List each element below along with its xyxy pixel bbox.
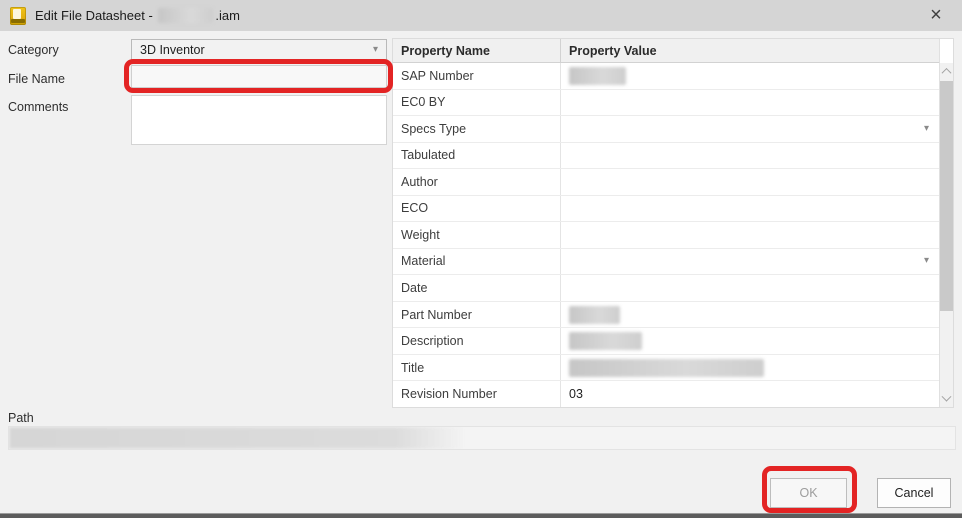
file-name-input[interactable] xyxy=(131,65,387,88)
table-row[interactable]: EC0 BY xyxy=(393,89,940,117)
category-dropdown[interactable]: 3D Inventor ▾ xyxy=(131,39,387,61)
property-value-cell[interactable] xyxy=(561,169,939,195)
property-value-text: 03 xyxy=(569,387,583,402)
comments-input[interactable] xyxy=(131,95,387,145)
dialog-title: Edit File Datasheet - .iam xyxy=(35,8,240,23)
table-row[interactable]: Weight xyxy=(393,222,940,249)
window-bottom-edge xyxy=(0,513,962,518)
chevron-down-icon: ▾ xyxy=(924,122,930,134)
property-table: Property Name Property Value SAP Number E… xyxy=(392,38,954,408)
property-value-cell[interactable] xyxy=(561,355,939,381)
dialog-title-prefix: Edit File Datasheet - xyxy=(35,8,157,23)
ok-button[interactable]: OK xyxy=(770,478,847,508)
property-name-cell: Revision Number xyxy=(393,381,561,407)
table-row[interactable]: Material ▾ xyxy=(393,248,940,276)
property-name-cell: ECO xyxy=(393,195,561,222)
property-name-cell: Date xyxy=(393,275,561,301)
table-row[interactable]: Tabulated xyxy=(393,142,940,170)
dialog-titlebar: Edit File Datasheet - .iam × xyxy=(0,0,962,31)
property-name-cell: Title xyxy=(393,354,561,381)
property-name-cell: Material xyxy=(393,248,561,275)
property-name-cell: Author xyxy=(393,169,561,195)
property-value-cell[interactable] xyxy=(561,302,939,328)
table-row[interactable]: Description xyxy=(393,328,940,355)
table-row[interactable]: ECO xyxy=(393,195,940,223)
property-name-cell: Specs Type xyxy=(393,116,561,142)
comments-label: Comments xyxy=(8,100,69,114)
table-header-row: Property Name Property Value xyxy=(393,39,940,63)
property-value-cell[interactable] xyxy=(561,275,939,301)
column-header-property-name: Property Name xyxy=(393,39,561,62)
chevron-down-icon: ▾ xyxy=(372,44,378,55)
table-scrollbar[interactable] xyxy=(939,39,953,407)
column-header-property-value: Property Value xyxy=(569,43,657,58)
redacted-path-value xyxy=(9,427,465,449)
property-name-cell: SAP Number xyxy=(393,63,561,89)
property-table-grid: Property Name Property Value SAP Number E… xyxy=(393,39,940,407)
chevron-down-icon xyxy=(941,391,952,402)
file-name-label: File Name xyxy=(8,72,65,86)
property-value-cell[interactable] xyxy=(561,196,939,222)
redacted-value xyxy=(569,332,642,351)
property-value-cell[interactable]: ▾ xyxy=(561,116,939,142)
close-icon[interactable]: × xyxy=(930,4,942,26)
path-label: Path xyxy=(8,411,34,425)
table-row[interactable]: Specs Type ▾ xyxy=(393,116,940,143)
table-row[interactable]: Title xyxy=(393,354,940,382)
redacted-value xyxy=(569,66,626,85)
property-value-cell[interactable] xyxy=(561,63,939,89)
inventor-file-icon xyxy=(10,6,26,25)
category-dropdown-value: 3D Inventor xyxy=(140,43,205,57)
table-row[interactable]: Revision Number 03 xyxy=(393,381,940,407)
property-name-cell: Part Number xyxy=(393,301,561,328)
table-row[interactable]: SAP Number xyxy=(393,63,940,90)
table-row[interactable]: Part Number xyxy=(393,301,940,329)
property-value-cell[interactable]: 03 xyxy=(561,381,939,407)
scroll-up-button[interactable] xyxy=(940,63,953,79)
chevron-down-icon: ▾ xyxy=(924,255,930,267)
category-label: Category xyxy=(8,43,59,57)
property-value-cell[interactable] xyxy=(561,90,939,116)
scrollbar-thumb[interactable] xyxy=(940,81,953,311)
property-value-cell[interactable] xyxy=(561,328,939,354)
scrollbar-header-spacer xyxy=(940,39,953,63)
path-field xyxy=(8,426,956,450)
property-name-cell: EC0 BY xyxy=(393,89,561,116)
property-value-cell[interactable] xyxy=(561,143,939,169)
redacted-filename xyxy=(158,8,214,23)
chevron-up-icon xyxy=(941,67,952,78)
redacted-value xyxy=(569,305,620,324)
table-row[interactable]: Author xyxy=(393,169,940,196)
property-name-cell: Tabulated xyxy=(393,142,561,169)
property-name-cell: Weight xyxy=(393,222,561,248)
scrollbar-track[interactable] xyxy=(940,79,953,391)
property-name-cell: Description xyxy=(393,328,561,354)
cancel-button[interactable]: Cancel xyxy=(877,478,951,508)
dialog-title-suffix: .iam xyxy=(215,8,240,23)
table-row[interactable]: Date xyxy=(393,275,940,302)
redacted-value xyxy=(569,358,764,377)
scroll-down-button[interactable] xyxy=(940,391,953,407)
property-value-cell[interactable] xyxy=(561,222,939,248)
property-value-cell[interactable]: ▾ xyxy=(561,249,939,275)
